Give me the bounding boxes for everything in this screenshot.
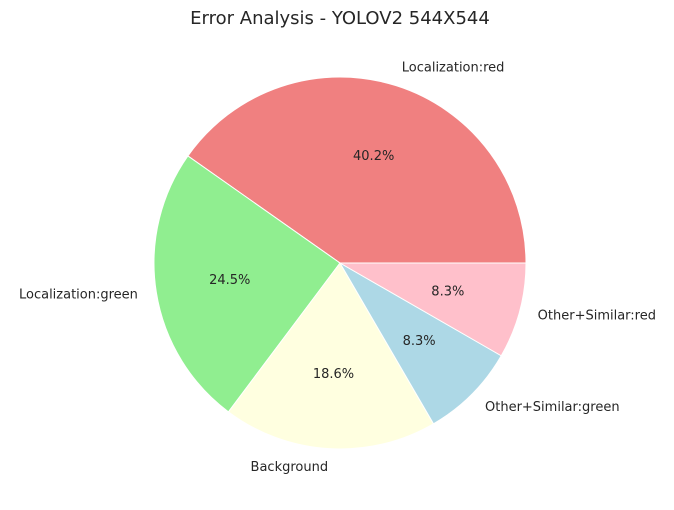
chart-title: Error Analysis - YOLOV2 544X544	[190, 8, 490, 29]
slice-percent-other-similar-red: 8.3%	[431, 284, 464, 299]
pie-slices	[153, 76, 527, 450]
pie-slice-other-similar-green	[338, 261, 502, 425]
slice-label-localization-red: Localization:red	[402, 60, 505, 75]
slice-label-other-similar-red: Other+Similar:red	[538, 308, 656, 323]
pie-slice-localization-green	[153, 155, 341, 413]
slice-label-localization-green: Localization:green	[19, 288, 138, 303]
pie-labels: Localization:red 40.2% Localization:green 2…	[19, 60, 656, 474]
slice-label-other-similar-green: Other+Similar:green	[485, 400, 620, 415]
slice-percent-background: 18.6%	[313, 367, 354, 382]
slice-percent-localization-red: 40.2%	[353, 149, 394, 164]
pie-slice-other-similar-red	[338, 262, 527, 357]
slice-percent-other-similar-green: 8.3%	[403, 334, 436, 349]
pie-slice-background	[227, 262, 435, 450]
pie-slice-localization-red	[187, 76, 527, 264]
slice-percent-localization-green: 24.5%	[209, 273, 250, 288]
slice-label-background: Background	[251, 460, 329, 475]
